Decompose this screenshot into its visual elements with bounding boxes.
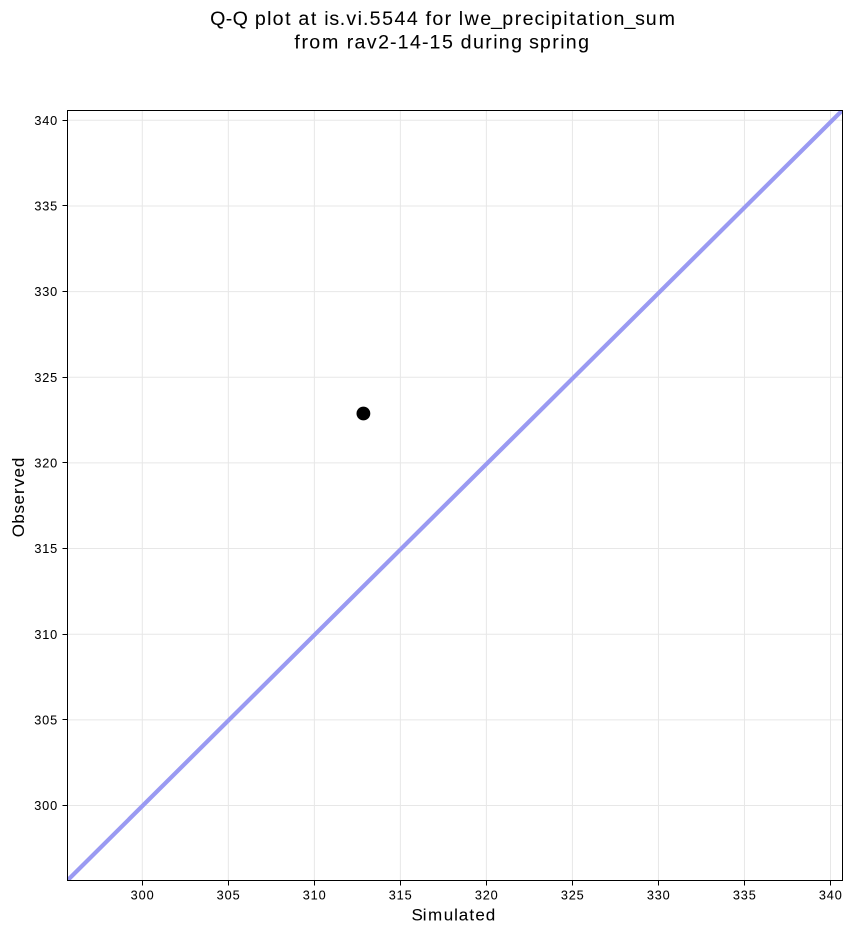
svg-text:Simulated: Simulated xyxy=(411,906,495,925)
svg-text:305: 305 xyxy=(217,889,240,903)
svg-text:340: 340 xyxy=(34,114,57,128)
svg-text:315: 315 xyxy=(389,889,412,903)
svg-text:325: 325 xyxy=(34,371,57,385)
svg-text:from rav2-14-15 during spring: from rav2-14-15 during spring xyxy=(294,32,589,54)
svg-text:Q-Q plot at is.vi.5544 for lwe: Q-Q plot at is.vi.5544 for lwe_precipita… xyxy=(210,8,675,30)
svg-text:Observed: Observed xyxy=(9,458,28,538)
svg-text:315: 315 xyxy=(34,542,57,556)
svg-text:320: 320 xyxy=(34,456,57,470)
svg-text:320: 320 xyxy=(475,889,498,903)
svg-text:335: 335 xyxy=(34,200,57,214)
svg-text:340: 340 xyxy=(819,889,842,903)
svg-text:325: 325 xyxy=(561,889,584,903)
svg-text:335: 335 xyxy=(733,889,756,903)
svg-text:305: 305 xyxy=(34,713,57,727)
svg-text:330: 330 xyxy=(647,889,670,903)
svg-text:300: 300 xyxy=(34,799,57,813)
svg-text:310: 310 xyxy=(34,628,57,642)
svg-text:310: 310 xyxy=(303,889,326,903)
svg-text:300: 300 xyxy=(131,889,154,903)
svg-text:330: 330 xyxy=(34,285,57,299)
